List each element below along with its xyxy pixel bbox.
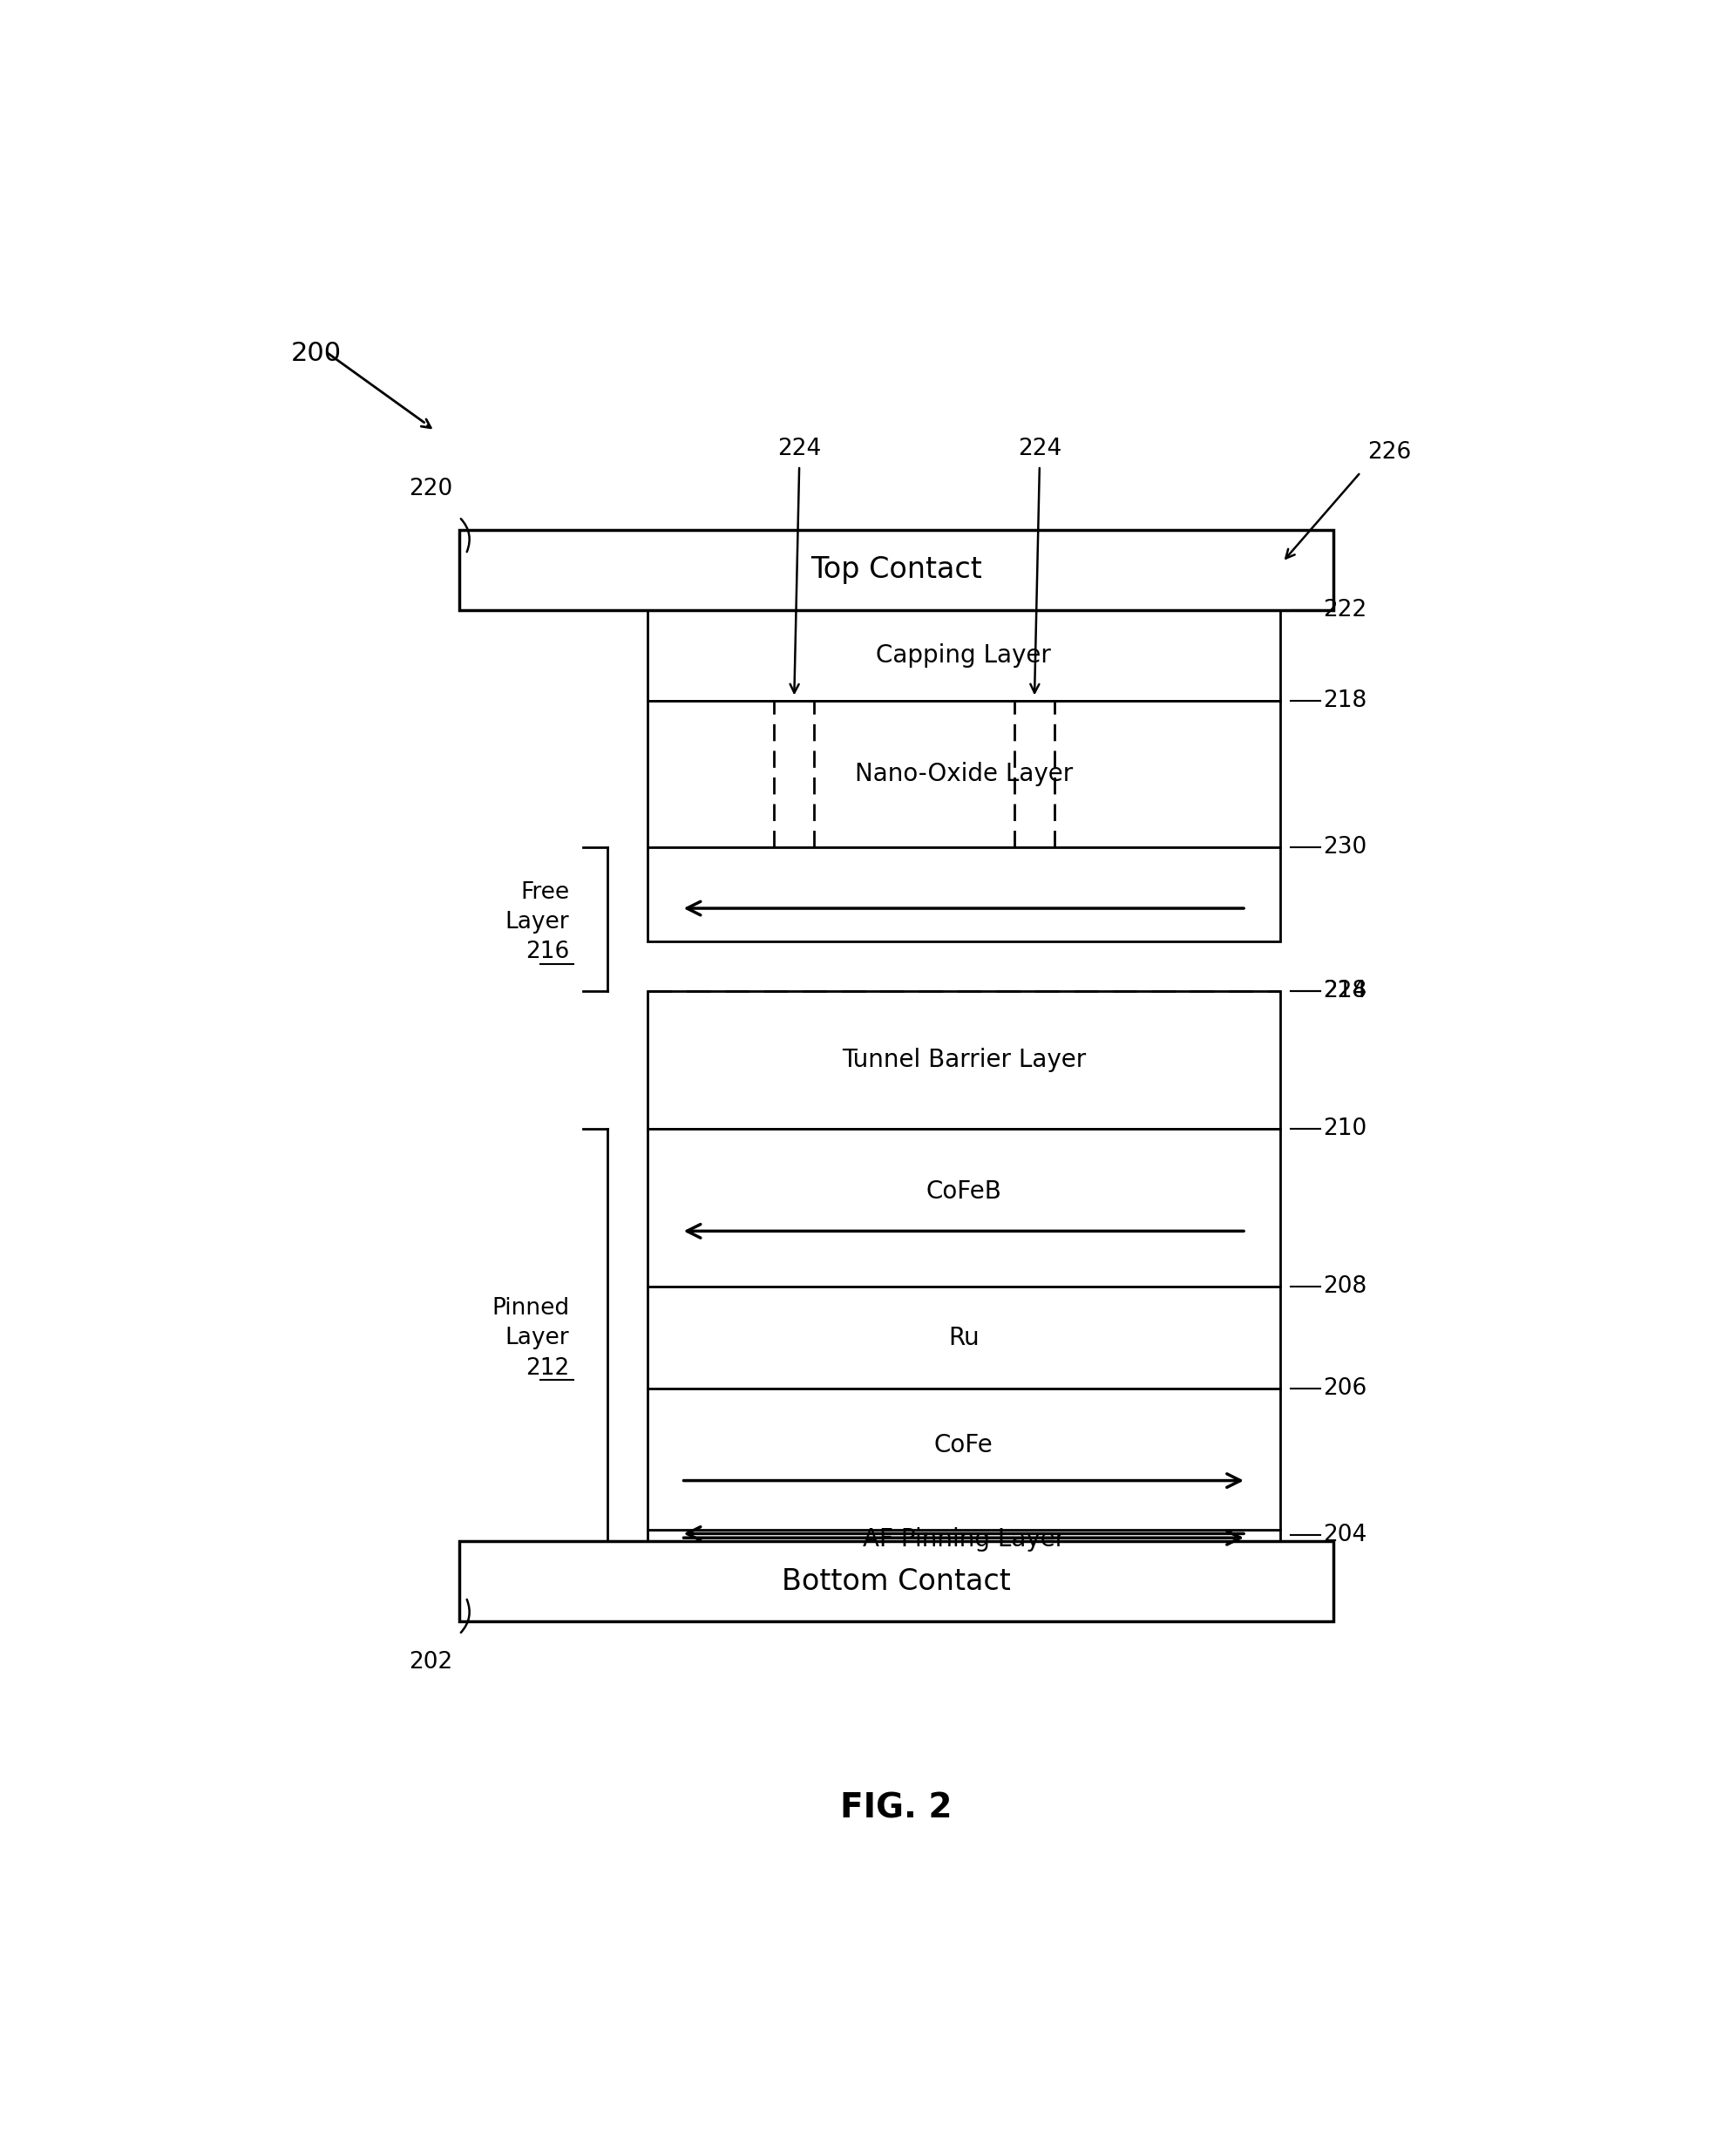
Text: 230: 230 bbox=[1323, 835, 1366, 859]
Text: Ru: Ru bbox=[948, 1326, 979, 1350]
Text: 200: 200 bbox=[292, 342, 342, 366]
Text: Free: Free bbox=[521, 881, 569, 904]
Text: 228: 228 bbox=[1323, 980, 1366, 1003]
Text: 206: 206 bbox=[1323, 1378, 1366, 1399]
Bar bbox=[458, 1542, 1333, 1621]
Text: 224: 224 bbox=[1017, 437, 1061, 461]
Bar bbox=[648, 1128, 1279, 1285]
Text: FIG. 2: FIG. 2 bbox=[840, 1791, 953, 1826]
Text: 202: 202 bbox=[408, 1651, 453, 1673]
Bar bbox=[648, 1285, 1279, 1389]
Bar bbox=[458, 530, 1333, 609]
Text: Capping Layer: Capping Layer bbox=[877, 644, 1052, 667]
Text: 216: 216 bbox=[526, 941, 569, 965]
Text: 214: 214 bbox=[1323, 980, 1366, 1003]
Text: Bottom Contact: Bottom Contact bbox=[781, 1567, 1010, 1595]
Text: 204: 204 bbox=[1323, 1524, 1366, 1546]
Text: AF Pinning Layer: AF Pinning Layer bbox=[863, 1526, 1064, 1550]
Text: 210: 210 bbox=[1323, 1117, 1366, 1141]
Text: Tunnel Barrier Layer: Tunnel Barrier Layer bbox=[842, 1049, 1085, 1072]
Bar bbox=[648, 609, 1279, 702]
Bar bbox=[648, 1531, 1279, 1542]
Bar bbox=[648, 846, 1279, 941]
Text: Top Contact: Top Contact bbox=[811, 555, 983, 583]
Text: 208: 208 bbox=[1323, 1275, 1366, 1298]
Text: Layer: Layer bbox=[505, 1326, 569, 1350]
Text: 224: 224 bbox=[778, 437, 821, 461]
Text: Layer: Layer bbox=[505, 911, 569, 934]
Bar bbox=[648, 702, 1279, 846]
Text: Pinned: Pinned bbox=[491, 1298, 569, 1320]
Text: CoFeB: CoFeB bbox=[925, 1180, 1002, 1204]
Text: 220: 220 bbox=[408, 478, 453, 499]
Text: 222: 222 bbox=[1323, 599, 1366, 622]
Bar bbox=[648, 990, 1279, 1128]
Text: 218: 218 bbox=[1323, 689, 1366, 713]
Text: 212: 212 bbox=[526, 1356, 569, 1380]
Bar bbox=[648, 1389, 1279, 1531]
Text: CoFe: CoFe bbox=[934, 1434, 993, 1458]
Text: Nano-Oxide Layer: Nano-Oxide Layer bbox=[854, 762, 1073, 786]
Text: 226: 226 bbox=[1368, 441, 1411, 463]
